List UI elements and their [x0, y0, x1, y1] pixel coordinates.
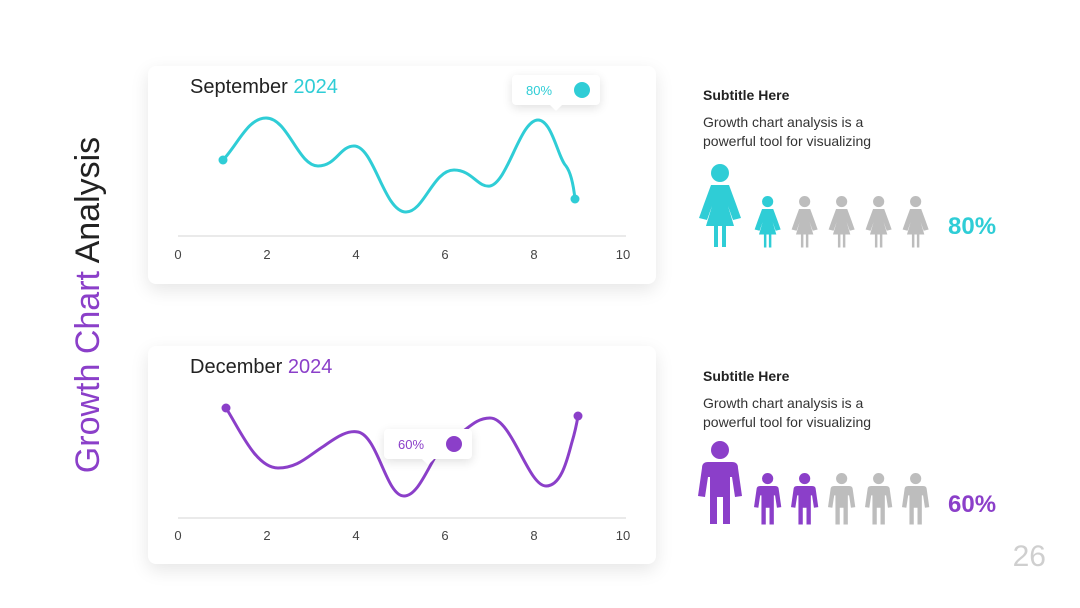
value-tooltip: 60%: [384, 429, 473, 465]
person-icon: [754, 473, 782, 525]
x-tick: 6: [441, 247, 448, 262]
chart-card-september: September 2024 0 2 4 6 8 10 80%: [148, 66, 656, 284]
person-icon: [791, 196, 818, 248]
person-icon: [791, 473, 819, 525]
x-tick: 6: [441, 528, 448, 543]
info-subtitle: Subtitle Here: [703, 87, 790, 103]
people-icons: [698, 441, 930, 525]
value-tooltip: 80%: [512, 75, 601, 111]
person-icon: [902, 196, 929, 248]
percent-value: 80%: [948, 213, 997, 240]
percent-value: 60%: [948, 491, 997, 518]
chart-title: December 2024: [190, 356, 332, 379]
x-tick: 0: [174, 247, 181, 262]
info-subtitle: Subtitle Here: [703, 368, 790, 384]
chevron-up-icon: [513, 77, 591, 98]
end-point: [573, 411, 583, 421]
chart-title-year: 2024: [293, 76, 338, 98]
info-text: Growth chart analysis is a powerful tool…: [703, 395, 872, 430]
title-part-dark: Analysis: [69, 136, 107, 271]
page-number: 26: [1012, 540, 1046, 573]
x-tick: 4: [352, 528, 359, 543]
person-icon: [865, 473, 893, 525]
person-icon: [828, 196, 855, 248]
people-icons: [699, 164, 929, 248]
end-point: [570, 194, 580, 204]
series-line: [224, 406, 580, 498]
series-line: [221, 116, 577, 214]
x-tick: 10: [616, 247, 630, 262]
info-block-1: Subtitle Here Growth chart analysis is a…: [703, 87, 1033, 151]
tooltip-value: 60%: [398, 436, 425, 452]
tooltip-value: 80%: [526, 82, 553, 98]
person-large-icon: [698, 441, 742, 524]
chart-title: September 2024: [190, 76, 338, 99]
chart-title-month: December: [190, 356, 283, 378]
info-text: Growth chart analysis is a powerful tool…: [703, 114, 872, 149]
person-icon: [865, 196, 892, 248]
start-point: [218, 155, 228, 165]
chart-card-december: December 2024 0 2 4 6 8 10 60%: [148, 346, 656, 564]
x-tick: 2: [263, 247, 270, 262]
slide-title: Growth Chart Analysis: [69, 136, 107, 474]
person-icon: [754, 196, 781, 248]
x-tick: 4: [352, 247, 359, 262]
person-large-icon: [699, 164, 741, 247]
x-tick: 8: [530, 528, 537, 543]
title-part-colored: Growth Chart: [69, 271, 107, 474]
start-point: [221, 403, 231, 413]
x-tick: 2: [263, 528, 270, 543]
x-tick: 10: [616, 528, 630, 543]
x-tick: 0: [174, 528, 181, 543]
chevron-up-icon: [385, 431, 463, 452]
chart-title-year: 2024: [287, 356, 333, 378]
line-chart: 0 2 4 6 8 10: [174, 403, 630, 543]
person-icon: [828, 473, 856, 525]
chart-title-month: September: [190, 76, 288, 98]
line-chart: 0 2 4 6 8 10: [174, 116, 630, 262]
x-tick: 8: [530, 247, 537, 262]
person-icon: [902, 473, 930, 525]
info-block-2: Subtitle Here Growth chart analysis is a…: [703, 368, 1033, 432]
